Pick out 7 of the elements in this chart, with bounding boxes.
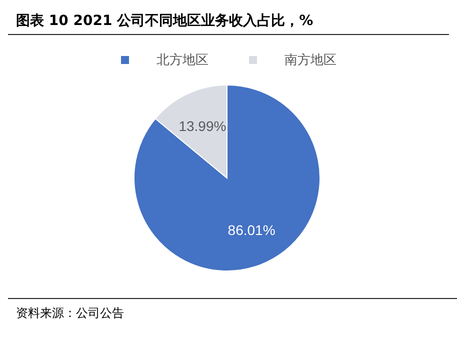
pie-slice bbox=[134, 84, 320, 272]
text: 资料来源：公司公告 bbox=[16, 305, 125, 322]
data-label: 86.01% bbox=[228, 222, 276, 238]
data-label: 13.99% bbox=[178, 118, 226, 134]
legend-label: 南方地区 bbox=[284, 52, 336, 69]
chart-title: 图表 10 2021 公司不同地区业务收入占比，% bbox=[8, 8, 449, 35]
legend-label: 北方地区 bbox=[156, 52, 208, 69]
